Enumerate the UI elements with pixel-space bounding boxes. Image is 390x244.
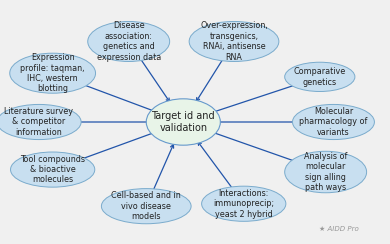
Ellipse shape <box>0 104 81 140</box>
Text: Literature survey
& competitor
information: Literature survey & competitor informati… <box>5 107 73 137</box>
Ellipse shape <box>285 62 355 92</box>
Ellipse shape <box>146 99 220 145</box>
Text: Molecular
pharmacology of
variants: Molecular pharmacology of variants <box>299 107 368 137</box>
Text: Analysis of
molecular
sign alling
path ways: Analysis of molecular sign alling path w… <box>304 152 347 192</box>
Text: Interactions:
immunoprecip;
yeast 2 hybrid: Interactions: immunoprecip; yeast 2 hybr… <box>213 189 274 219</box>
Text: Comparative
genetics: Comparative genetics <box>294 67 346 87</box>
Text: Disease
association:
genetics and
expression data: Disease association: genetics and expres… <box>97 21 161 61</box>
Ellipse shape <box>101 189 191 224</box>
Ellipse shape <box>11 152 95 187</box>
Ellipse shape <box>202 186 286 221</box>
Ellipse shape <box>292 104 374 140</box>
Ellipse shape <box>285 151 367 193</box>
Text: Target id and
validation: Target id and validation <box>151 111 215 133</box>
Text: Cell-based and in
vivo disease
models: Cell-based and in vivo disease models <box>112 191 181 221</box>
Ellipse shape <box>88 21 170 61</box>
Text: Over-expression,
transgenics,
RNAi, antisense
RNA: Over-expression, transgenics, RNAi, anti… <box>200 21 268 61</box>
Ellipse shape <box>189 21 279 61</box>
Ellipse shape <box>10 53 96 93</box>
Text: Tool compounds
& bioactive
molecules: Tool compounds & bioactive molecules <box>20 155 85 184</box>
Text: Expression
profile: taqman,
IHC, western
blotting: Expression profile: taqman, IHC, western… <box>20 53 85 93</box>
Text: ★ AIDD Pro: ★ AIDD Pro <box>319 226 359 232</box>
